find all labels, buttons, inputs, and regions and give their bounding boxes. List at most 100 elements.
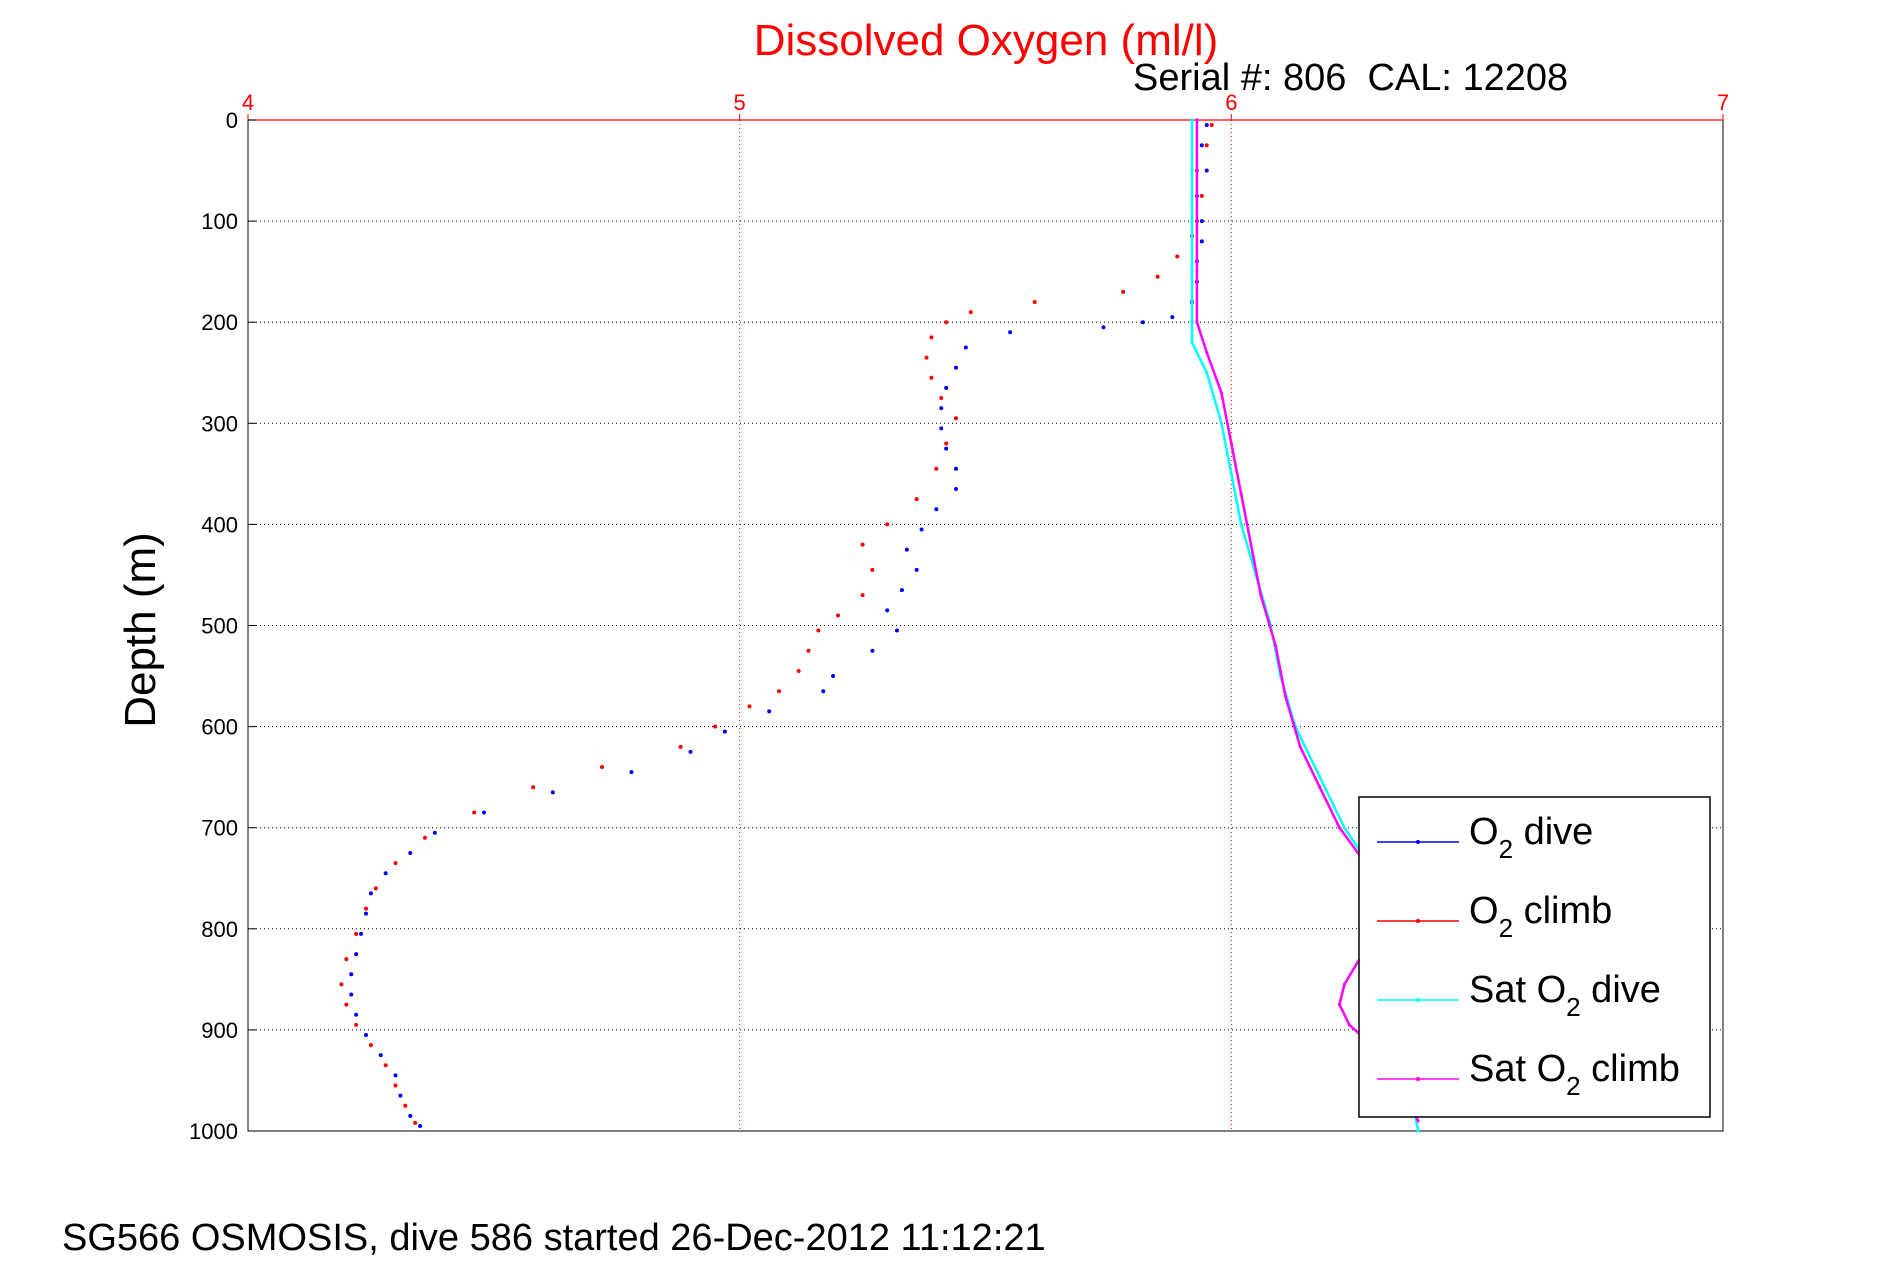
- o2-climb-point: [777, 689, 781, 694]
- y-tick-label: 1000: [189, 1119, 238, 1144]
- legend-entry-label: Sat O2 dive: [1469, 969, 1661, 1022]
- o2-dive-point: [354, 1012, 359, 1017]
- sat-o2-climb-point: [1205, 350, 1209, 355]
- o2-dive-point: [354, 952, 359, 957]
- sat-o2-climb-point: [1342, 982, 1347, 987]
- o2-climb-point: [1175, 254, 1180, 259]
- x-tick-label: 7: [1717, 90, 1729, 115]
- o2-dive-point: [1199, 219, 1204, 224]
- o2-climb-point: [354, 931, 359, 936]
- o2-climb-point: [1032, 299, 1037, 304]
- o2-climb-point: [1199, 193, 1204, 198]
- x-tick-label: 6: [1225, 90, 1237, 115]
- data-series: [339, 118, 1420, 1133]
- o2-climb-point: [924, 355, 929, 360]
- y-tick-label: 100: [201, 209, 238, 234]
- chart-title: Dissolved Oxygen (ml/l): [754, 16, 1219, 65]
- o2-climb-point: [747, 704, 752, 709]
- legend-entry-label: O2 dive: [1469, 811, 1593, 864]
- o2-dive-point: [364, 1032, 368, 1037]
- o2-dive-point: [919, 527, 924, 532]
- sat-o2-climb-point: [1259, 593, 1263, 597]
- y-tick-label: 600: [201, 715, 238, 740]
- o2-climb-point: [393, 1083, 398, 1088]
- sat-o2-climb-point: [1273, 644, 1278, 648]
- o2-climb-point: [678, 744, 683, 749]
- sat-o2-climb-point: [1195, 219, 1199, 223]
- o2-dive-point: [1199, 143, 1204, 148]
- legend-entry-label: Sat O2 climb: [1469, 1048, 1680, 1101]
- o2-dive-point: [359, 931, 364, 936]
- sat-o2-dive-point: [1342, 826, 1347, 830]
- o2-climb-point: [860, 593, 865, 598]
- o2-dive-point: [954, 365, 958, 370]
- o2-climb-point: [944, 320, 949, 325]
- o2-climb-point: [816, 628, 821, 633]
- sat-o2-dive-point: [1190, 219, 1194, 223]
- y-tick-label: 300: [201, 411, 238, 436]
- sat-o2-climb-point: [1249, 543, 1253, 547]
- o2-climb-point: [929, 335, 934, 340]
- sat-o2-dive-point: [1416, 1129, 1420, 1133]
- o2-climb-point: [954, 416, 958, 421]
- o2-climb-point: [344, 957, 349, 962]
- o2-climb-point: [713, 724, 718, 729]
- o2-dive-point: [895, 628, 899, 633]
- o2-dive-point: [939, 406, 944, 411]
- o2-climb-point: [968, 310, 973, 315]
- o2-dive-point: [1170, 315, 1175, 320]
- sat-o2-dive-point: [1318, 775, 1322, 779]
- o2-climb-point: [393, 861, 398, 866]
- o2-climb-point: [914, 497, 919, 502]
- sat-o2-dive-point: [1205, 371, 1209, 375]
- o2-dive-point: [1199, 239, 1204, 244]
- o2-climb-point: [1204, 143, 1209, 148]
- o2-climb-point: [806, 648, 811, 653]
- o2-climb-point: [354, 1022, 359, 1027]
- o2-dive-point: [629, 770, 634, 775]
- sat-o2-dive-point: [1190, 320, 1194, 324]
- o2-dive-point: [1101, 325, 1106, 330]
- o2-dive-point: [963, 345, 968, 350]
- o2-dive-point: [1204, 168, 1209, 173]
- o2-dive-point: [1140, 320, 1145, 325]
- o2-dive-point: [831, 674, 836, 679]
- legend-box: [1358, 796, 1711, 1118]
- o2-dive-point: [378, 1053, 383, 1058]
- o2-climb-point: [423, 835, 427, 840]
- o2-dive-point: [418, 1123, 423, 1128]
- o2-dive-point: [368, 891, 373, 896]
- o2-dive-point: [393, 1073, 398, 1078]
- chart-subtitle: Serial #: 806 CAL: 12208: [1133, 57, 1568, 99]
- o2-dive-point: [482, 810, 486, 815]
- y-tick-label: 800: [201, 917, 238, 942]
- o2-dive-point: [364, 911, 368, 916]
- o2-dive-point: [954, 487, 958, 492]
- o2-climb-point: [344, 1002, 349, 1007]
- o2-climb-point: [836, 613, 840, 618]
- o2-climb-point: [339, 982, 344, 987]
- o2-dive-point: [1204, 123, 1209, 128]
- o2-climb-point: [934, 466, 939, 471]
- o2-dive-point: [934, 507, 939, 512]
- o2-dive-point: [349, 992, 354, 997]
- legend-marker: [1416, 840, 1420, 844]
- o2-dive-point: [398, 1093, 403, 1098]
- o2-dive-point: [688, 749, 693, 754]
- sat-o2-climb-point: [1239, 492, 1243, 496]
- y-tick-label: 400: [201, 512, 238, 537]
- o2-dive-point: [767, 709, 772, 714]
- o2-climb-point: [870, 567, 875, 572]
- o2-dive-point: [722, 729, 727, 734]
- legend-entry-label: O2 climb: [1469, 890, 1612, 943]
- x-tick-label: 4: [242, 90, 254, 115]
- sat-o2-dive-point: [1229, 472, 1233, 476]
- o2-dive-point: [954, 466, 958, 471]
- o2-climb-point: [373, 886, 378, 891]
- o2-climb-point: [939, 396, 944, 401]
- o2-climb-point: [403, 1103, 408, 1108]
- o2-climb-point: [1155, 274, 1160, 279]
- o2-dive-point: [349, 972, 354, 977]
- o2-dive-point: [914, 567, 919, 572]
